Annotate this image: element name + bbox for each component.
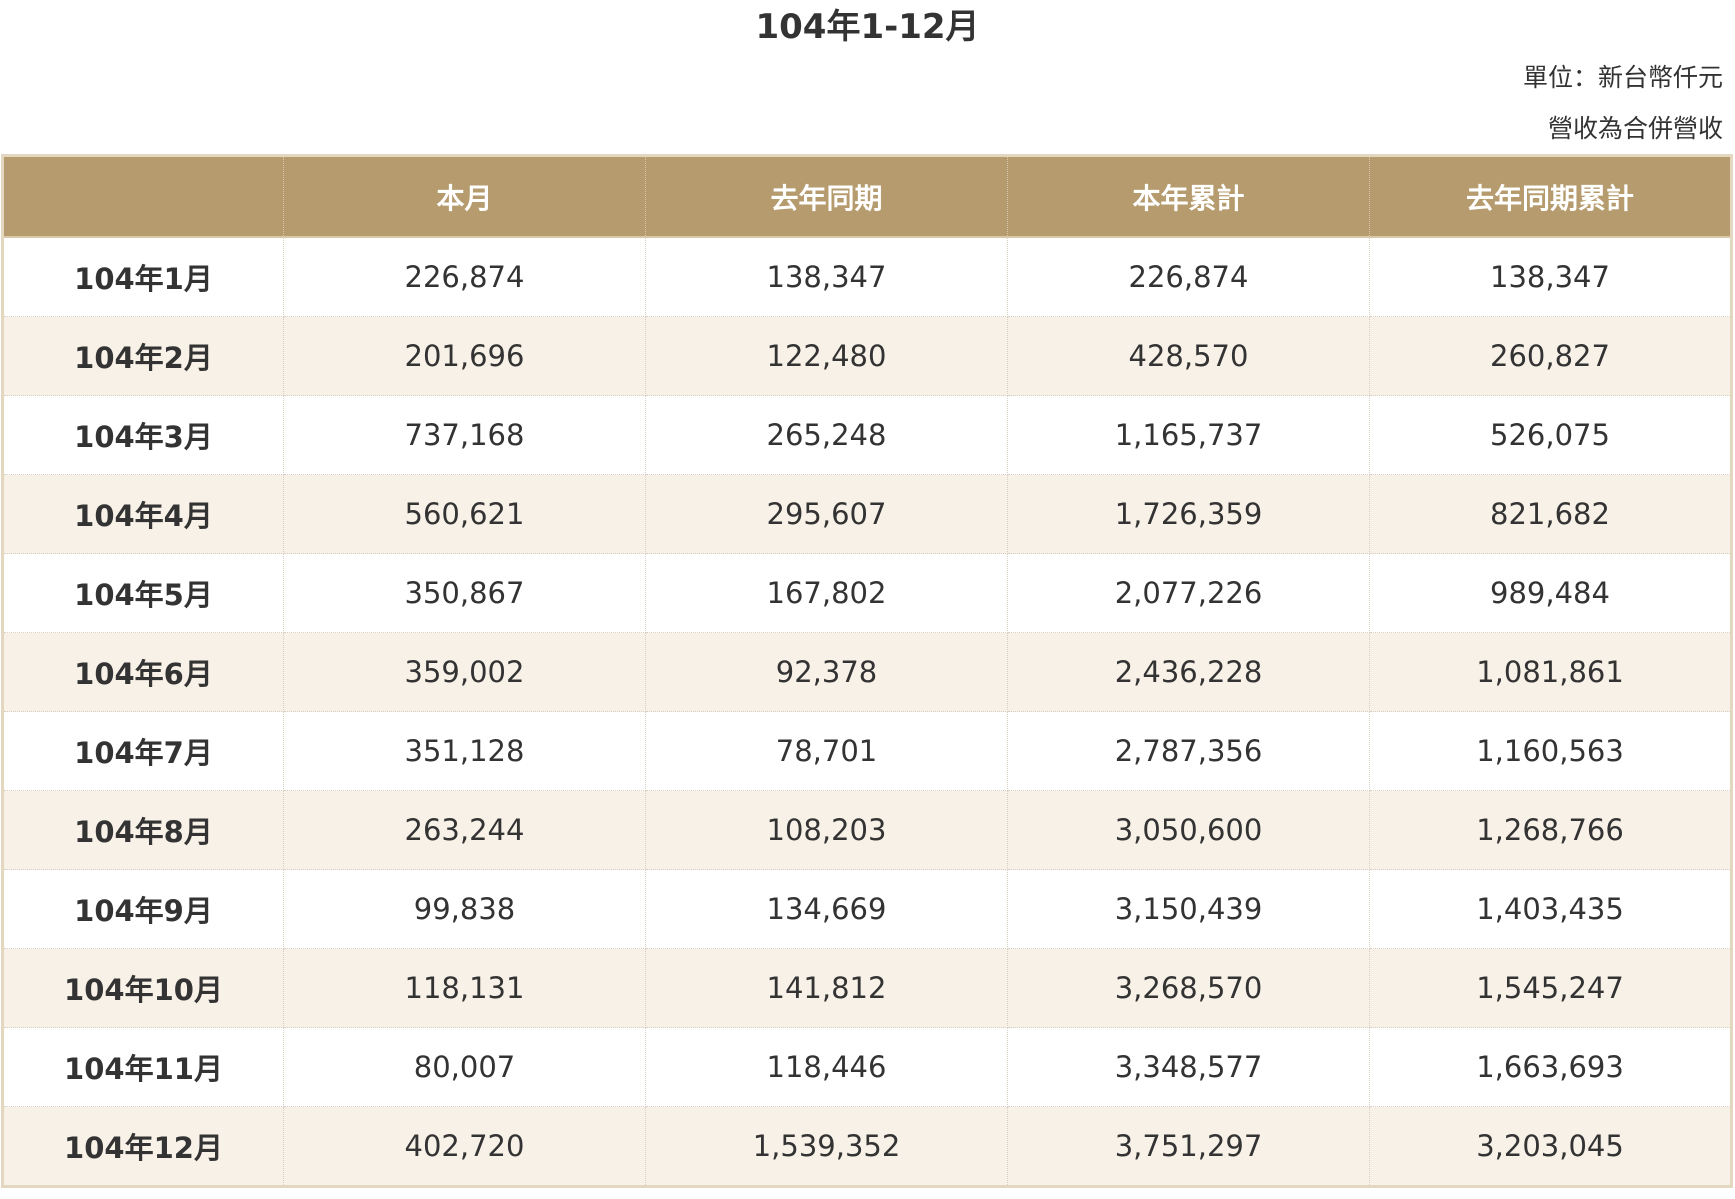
last-ytd-cell: 821,682 (1369, 474, 1732, 554)
ytd-cell: 2,436,228 (1007, 632, 1370, 712)
ytd-cell: 428,570 (1007, 316, 1370, 396)
table-row: 104年12月 402,720 1,539,352 3,751,297 3,20… (2, 1106, 1732, 1187)
table-row: 104年4月 560,621 295,607 1,726,359 821,682 (2, 474, 1732, 554)
month-cell: 104年5月 (2, 553, 284, 633)
header-month (2, 155, 284, 238)
this-month-cell: 263,244 (283, 790, 646, 870)
last-year-cell: 138,347 (645, 237, 1008, 317)
last-year-cell: 167,802 (645, 553, 1008, 633)
ytd-cell: 226,874 (1007, 237, 1370, 317)
table-row: 104年6月 359,002 92,378 2,436,228 1,081,86… (2, 632, 1732, 712)
this-month-cell: 350,867 (283, 553, 646, 633)
this-month-cell: 118,131 (283, 948, 646, 1028)
ytd-cell: 1,726,359 (1007, 474, 1370, 554)
table-row: 104年5月 350,867 167,802 2,077,226 989,484 (2, 553, 1732, 633)
last-ytd-cell: 138,347 (1369, 237, 1732, 317)
last-ytd-cell: 260,827 (1369, 316, 1732, 396)
last-year-cell: 122,480 (645, 316, 1008, 396)
header-this-month: 本月 (283, 155, 646, 238)
this-month-cell: 80,007 (283, 1027, 646, 1107)
consolidated-note: 營收為合併營收 (1547, 114, 1723, 143)
last-ytd-cell: 989,484 (1369, 553, 1732, 633)
header-year-to-date: 本年累計 (1007, 155, 1370, 238)
ytd-cell: 1,165,737 (1007, 395, 1370, 475)
last-ytd-cell: 1,081,861 (1369, 632, 1732, 712)
table-row: 104年8月 263,244 108,203 3,050,600 1,268,7… (2, 790, 1732, 870)
ytd-cell: 2,077,226 (1007, 553, 1370, 633)
revenue-table: 本月 去年同期 本年累計 去年同期累計 104年1月 226,874 138,3… (1, 154, 1733, 1188)
month-cell: 104年1月 (2, 237, 284, 317)
last-ytd-cell: 1,663,693 (1369, 1027, 1732, 1107)
table-row: 104年11月 80,007 118,446 3,348,577 1,663,6… (2, 1027, 1732, 1107)
table-row: 104年3月 737,168 265,248 1,165,737 526,075 (2, 395, 1732, 475)
month-cell: 104年4月 (2, 474, 284, 554)
month-cell: 104年10月 (2, 948, 284, 1028)
last-year-cell: 92,378 (645, 632, 1008, 712)
last-ytd-cell: 1,268,766 (1369, 790, 1732, 870)
table-row: 104年1月 226,874 138,347 226,874 138,347 (2, 237, 1732, 317)
ytd-cell: 3,050,600 (1007, 790, 1370, 870)
header-last-year-same-period: 去年同期 (645, 155, 1008, 238)
this-month-cell: 226,874 (283, 237, 646, 317)
unit-note: 單位：新台幣仟元 (1522, 63, 1723, 92)
this-month-cell: 402,720 (283, 1106, 646, 1187)
month-cell: 104年2月 (2, 316, 284, 396)
month-cell: 104年8月 (2, 790, 284, 870)
last-year-cell: 118,446 (645, 1027, 1008, 1107)
last-year-cell: 108,203 (645, 790, 1008, 870)
ytd-cell: 2,787,356 (1007, 711, 1370, 791)
ytd-cell: 3,348,577 (1007, 1027, 1370, 1107)
last-ytd-cell: 1,403,435 (1369, 869, 1732, 949)
last-year-cell: 78,701 (645, 711, 1008, 791)
month-cell: 104年6月 (2, 632, 284, 712)
table-header-row: 本月 去年同期 本年累計 去年同期累計 (2, 155, 1732, 238)
last-year-cell: 134,669 (645, 869, 1008, 949)
last-year-cell: 265,248 (645, 395, 1008, 475)
table-row: 104年10月 118,131 141,812 3,268,570 1,545,… (2, 948, 1732, 1028)
month-cell: 104年7月 (2, 711, 284, 791)
this-month-cell: 560,621 (283, 474, 646, 554)
header-last-year-to-date: 去年同期累計 (1369, 155, 1732, 238)
last-year-cell: 141,812 (645, 948, 1008, 1028)
this-month-cell: 359,002 (283, 632, 646, 712)
ytd-cell: 3,751,297 (1007, 1106, 1370, 1187)
month-cell: 104年9月 (2, 869, 284, 949)
last-year-cell: 295,607 (645, 474, 1008, 554)
page-title: 104年1-12月 (755, 7, 980, 47)
table-row: 104年9月 99,838 134,669 3,150,439 1,403,43… (2, 869, 1732, 949)
last-ytd-cell: 526,075 (1369, 395, 1732, 475)
this-month-cell: 99,838 (283, 869, 646, 949)
ytd-cell: 3,150,439 (1007, 869, 1370, 949)
this-month-cell: 737,168 (283, 395, 646, 475)
table-row: 104年2月 201,696 122,480 428,570 260,827 (2, 316, 1732, 396)
table-row: 104年7月 351,128 78,701 2,787,356 1,160,56… (2, 711, 1732, 791)
month-cell: 104年3月 (2, 395, 284, 475)
last-ytd-cell: 3,203,045 (1369, 1106, 1732, 1187)
last-ytd-cell: 1,160,563 (1369, 711, 1732, 791)
ytd-cell: 3,268,570 (1007, 948, 1370, 1028)
last-year-cell: 1,539,352 (645, 1106, 1008, 1187)
last-ytd-cell: 1,545,247 (1369, 948, 1732, 1028)
month-cell: 104年11月 (2, 1027, 284, 1107)
this-month-cell: 201,696 (283, 316, 646, 396)
month-cell: 104年12月 (2, 1106, 284, 1187)
this-month-cell: 351,128 (283, 711, 646, 791)
